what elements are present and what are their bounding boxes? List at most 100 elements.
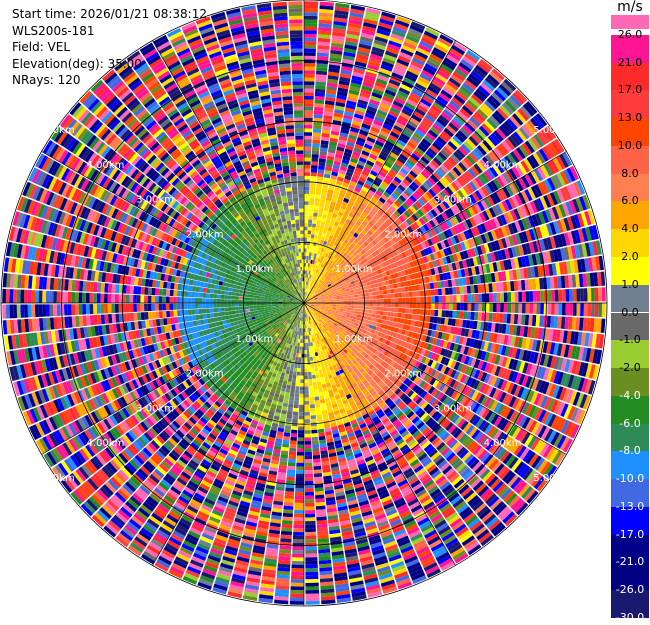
velocity-gate [304, 103, 313, 107]
velocity-gate [369, 296, 373, 299]
velocity-gate [350, 310, 354, 313]
velocity-gate [305, 274, 307, 278]
velocity-gate [305, 492, 314, 496]
velocity-gate [305, 557, 317, 561]
velocity-gate [304, 23, 317, 27]
velocity-gate [316, 407, 321, 411]
velocity-gate [391, 298, 395, 302]
velocity-gate [452, 287, 456, 294]
velocity-gate [306, 259, 308, 263]
velocity-gate [304, 350, 306, 354]
velocity-gate [305, 477, 313, 481]
velocity-gate [304, 241, 307, 245]
velocity-gate [522, 291, 526, 301]
velocity-gate [375, 314, 379, 318]
velocity-gate [312, 371, 316, 375]
velocity-gate [362, 306, 366, 309]
velocity-gate [304, 150, 311, 154]
velocity-gate [310, 183, 316, 187]
velocity-gate [305, 441, 312, 445]
velocity-gate [460, 311, 464, 319]
velocity-gate [317, 217, 322, 221]
velocity-gate [308, 364, 311, 368]
velocity-gate [311, 346, 314, 350]
velocity-gate [434, 289, 438, 296]
velocity-gate [373, 303, 377, 306]
velocity-gate [387, 307, 391, 311]
velocity-gate [305, 510, 315, 514]
velocity-gate [576, 289, 580, 302]
velocity-gate [309, 209, 314, 213]
velocity-gate [305, 456, 312, 460]
velocity-gate [315, 495, 324, 499]
velocity-gate [344, 305, 348, 307]
velocity-gate [329, 300, 333, 302]
velocity-gate [384, 303, 388, 307]
velocity-gate [307, 350, 310, 354]
velocity-gate [387, 289, 391, 293]
velocity-gate [313, 213, 318, 217]
velocity-gate [351, 303, 355, 305]
velocity-gate [402, 292, 406, 297]
velocity-gate [307, 241, 310, 245]
velocity-gate [507, 303, 511, 313]
velocity-gate [415, 285, 419, 291]
velocity-gate [336, 306, 340, 308]
velocity-gate [377, 299, 381, 303]
velocity-gate [475, 303, 479, 311]
velocity-gate [401, 313, 405, 318]
velocity-gate [307, 361, 310, 365]
velocity-gate [304, 190, 309, 194]
velocity-gate [420, 297, 424, 303]
velocity-gate [427, 309, 431, 315]
velocity-gate [305, 543, 316, 547]
velocity-gate [311, 234, 315, 238]
velocity-gate [340, 297, 344, 299]
velocity-gate [446, 303, 450, 310]
velocity-gate [304, 176, 310, 180]
velocity-gate [402, 303, 406, 308]
velocity-gate [493, 293, 497, 302]
velocity-gate [314, 111, 323, 115]
velocity-gate [357, 314, 361, 317]
velocity-gate [474, 312, 478, 320]
velocity-gate [467, 294, 471, 302]
velocity-gate [365, 313, 369, 317]
velocity-gate [314, 389, 319, 393]
velocity-gate [304, 390, 308, 394]
velocity-gate [304, 179, 310, 183]
velocity-gate [304, 223, 308, 227]
velocity-gate [449, 311, 453, 318]
velocity-gate [312, 448, 319, 452]
velocity-gate [313, 382, 317, 386]
velocity-gate [308, 230, 312, 234]
velocity-gate [318, 235, 322, 239]
velocity-gate [314, 473, 322, 477]
velocity-gate [525, 291, 529, 302]
velocity-gate [304, 379, 308, 383]
velocity-gate [405, 314, 409, 319]
velocity-gate [310, 194, 315, 198]
velocity-gate [312, 140, 320, 144]
velocity-gate [398, 303, 402, 308]
velocity-gate [318, 366, 322, 370]
velocity-gate [507, 292, 511, 302]
velocity-gate [304, 183, 310, 187]
velocity-gate [313, 455, 321, 459]
velocity-gate [526, 303, 530, 314]
velocity-gate [496, 293, 500, 302]
velocity-gate [384, 294, 388, 298]
velocity-gate [308, 263, 310, 267]
velocity-gate [540, 290, 544, 301]
velocity-gate [304, 99, 314, 103]
velocity-gate [362, 303, 366, 306]
velocity-gate [307, 249, 310, 253]
velocity-gate [420, 303, 424, 309]
velocity-gate [445, 310, 449, 317]
velocity-gate [384, 307, 388, 311]
velocity-gate [304, 198, 309, 202]
velocity-gate [310, 190, 315, 194]
velocity-gate [310, 187, 316, 191]
velocity-gate [355, 303, 359, 306]
velocity-gate [310, 245, 313, 249]
